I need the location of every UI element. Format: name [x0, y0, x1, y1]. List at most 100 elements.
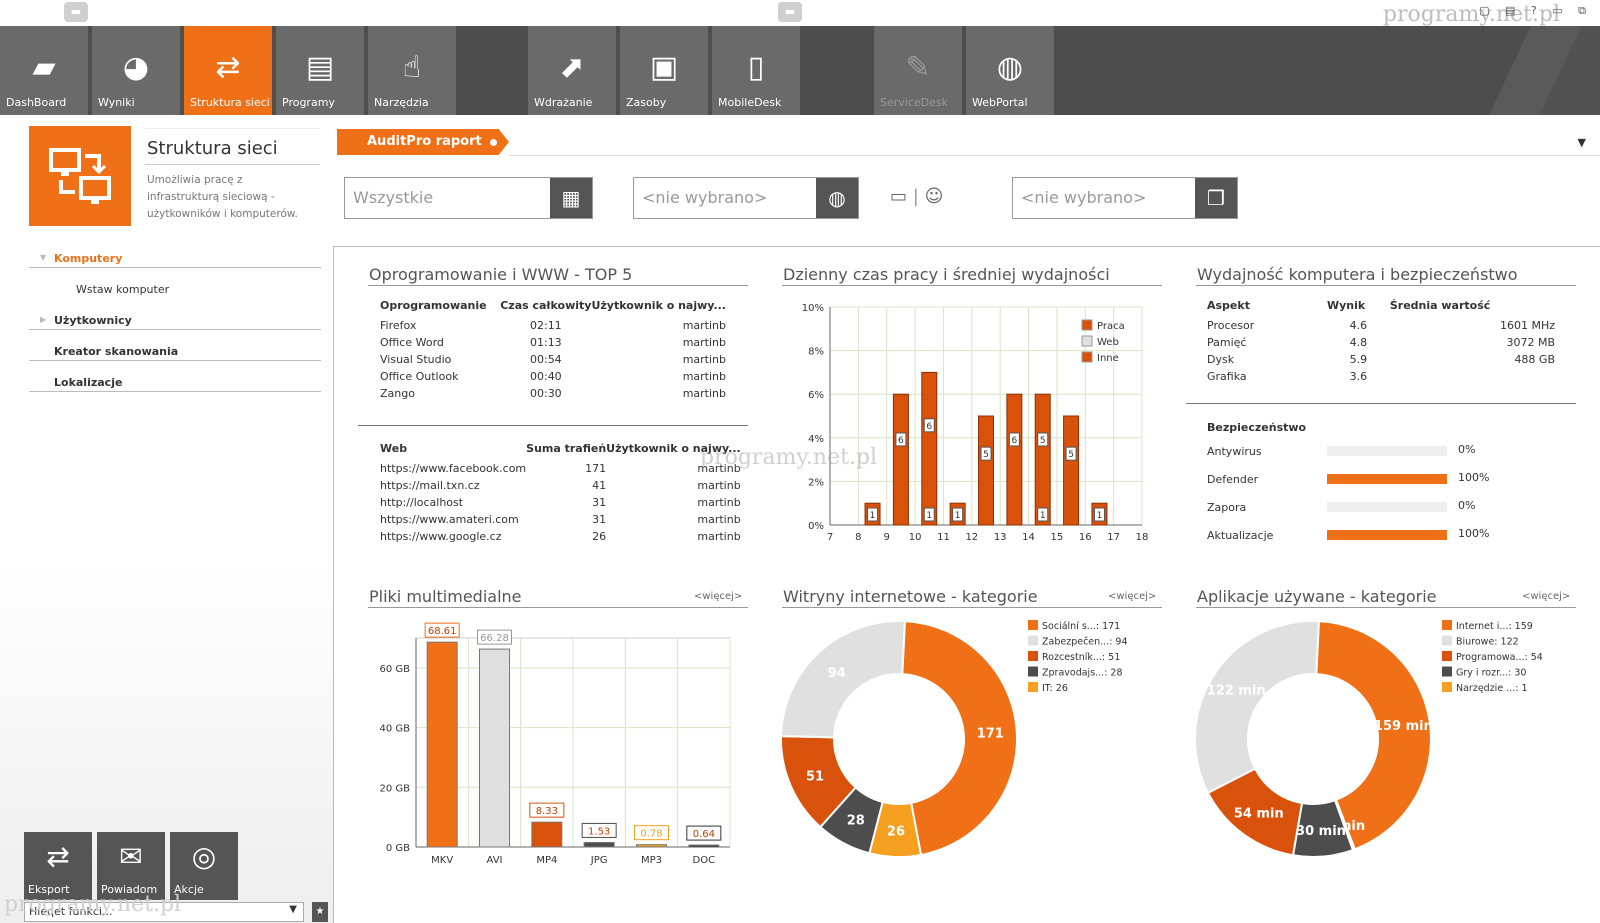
performance-table: Aspekt Wynik Średnia wartość Procesor 4.6 160… — [1207, 299, 1555, 385]
table-row[interactable]: https://www.facebook.com 171 martinb — [380, 460, 741, 477]
table-row[interactable]: Dysk 5.9 488 GB — [1207, 351, 1555, 368]
table-row[interactable]: Firefox 02:11 martinb — [380, 317, 726, 334]
table-cell: 5.9 — [1349, 353, 1368, 366]
bar[interactable] — [1063, 415, 1080, 526]
pie-slice[interactable] — [782, 735, 858, 829]
table-row[interactable]: Procesor 4.6 1601 MHz — [1207, 317, 1555, 334]
chevron-down-icon[interactable]: ▼ — [289, 904, 297, 915]
tab-dashboard[interactable]: ▰ DashBoard — [0, 26, 88, 115]
bar[interactable] — [531, 821, 563, 848]
pie-slice[interactable] — [1315, 620, 1432, 851]
x-tick-label: AVI — [487, 855, 503, 866]
table-header: Oprogramowanie Czas całkowity Użytkownik o… — [380, 299, 726, 317]
table-row[interactable]: https://www.amateri.com 31 martinb — [380, 511, 741, 528]
bar[interactable] — [978, 415, 994, 526]
table-row[interactable]: Office Word 01:13 martinb — [380, 334, 726, 351]
y-tick-label: 20 GB — [379, 783, 410, 794]
legend-entry: Gry i rozr...: 30 — [1456, 668, 1526, 679]
location-filter[interactable]: <nie wybrano> ◍ — [633, 177, 859, 219]
pie-slice[interactable] — [1196, 620, 1320, 795]
comment-icon[interactable]: ▬ — [64, 2, 88, 22]
table-row[interactable]: Pamięć 4.8 3072 MB — [1207, 334, 1555, 351]
module-title: Struktura sieci — [147, 138, 278, 159]
pie-slice[interactable] — [901, 620, 1018, 857]
tab-zasoby[interactable]: ▣ Zasoby — [620, 26, 708, 115]
bar[interactable] — [426, 641, 458, 848]
legend-swatch — [1442, 666, 1452, 677]
period-filter[interactable]: Wszystkie ▦ — [344, 177, 593, 219]
table-row[interactable]: https://mail.txn.cz 41 martinb — [380, 477, 741, 494]
apps-more-link[interactable]: <więcej> — [1522, 591, 1571, 602]
bar[interactable] — [688, 844, 720, 848]
bar[interactable] — [1006, 393, 1023, 526]
table-row[interactable]: Zango 00:30 martinb — [380, 385, 726, 402]
tab-wyniki[interactable]: ◕ Wyniki — [92, 26, 180, 115]
function-search-input[interactable]: Hleqet funkci... ▼ — [24, 902, 304, 922]
bar-label-box — [581, 822, 617, 838]
tab-servicedesk[interactable]: ✎ ServiceDesk — [874, 26, 962, 115]
bar[interactable] — [479, 648, 510, 848]
sidebar-item-użytkownicy[interactable]: Użytkownicy — [54, 314, 132, 327]
bar[interactable] — [583, 841, 615, 848]
x-tick-label: 7 — [827, 532, 833, 543]
boxes-icon[interactable]: ❒ — [1195, 178, 1237, 218]
x-tick-label: 8 — [855, 532, 861, 543]
akcje-button[interactable]: ◎ Akcje — [170, 832, 238, 900]
table-row[interactable]: http://localhost 31 martinb — [380, 494, 741, 511]
eksport-button[interactable]: ⇄ Eksport — [24, 832, 92, 900]
tab-narzędzia[interactable]: ☝ Narzędzia — [368, 26, 456, 115]
triangle-down-icon[interactable]: ▼ — [40, 253, 47, 262]
bar-label-box — [952, 507, 964, 522]
table-row[interactable]: Grafika 3.6 — [1207, 368, 1555, 385]
group-filter[interactable]: <nie wybrano> ❒ — [1012, 177, 1238, 219]
tab-struktura-sieci[interactable]: ⇄ Struktura sieci — [184, 26, 272, 115]
y-tick-label: 40 GB — [379, 724, 410, 735]
pie-slice[interactable] — [782, 620, 906, 739]
table-row[interactable]: Visual Studio 00:54 martinb — [380, 351, 726, 368]
tab-wdrażanie[interactable]: ⬈ Wdrażanie — [528, 26, 616, 115]
tab-label: DashBoard — [6, 96, 67, 109]
bar-label: 1 — [1097, 511, 1103, 521]
bar-label-box — [1037, 432, 1049, 447]
chevron-down-icon[interactable]: ▼ — [1577, 136, 1586, 149]
sidebar-item-kreator-skanowania[interactable]: Kreator skanowania — [54, 345, 179, 358]
comment-icon-2[interactable]: ▬ — [778, 2, 802, 22]
table-row[interactable]: Office Outlook 00:40 martinb — [380, 368, 726, 385]
report-tag[interactable]: AuditPro raport — [337, 129, 509, 155]
bar[interactable] — [921, 371, 938, 526]
star-icon[interactable]: ★ — [312, 902, 328, 922]
button-label: Eksport — [28, 883, 70, 896]
tab-webportal[interactable]: ◍ WebPortal — [966, 26, 1054, 115]
websites-more-link[interactable]: <więcej> — [1108, 591, 1157, 602]
security-bar — [1327, 502, 1447, 512]
users-icon[interactable]: ☺ — [924, 186, 944, 207]
window-controls[interactable]: ▢ ▤ ? ▭ ⧉ — [1479, 4, 1592, 17]
computer-user-toggle[interactable]: ▭ | ☺ — [890, 186, 944, 207]
bar-bottom-label: 1 — [926, 511, 932, 521]
bar-label-box — [1008, 432, 1020, 447]
bar[interactable] — [1034, 393, 1051, 526]
table-row[interactable]: https://www.google.cz 26 martinb — [380, 528, 741, 545]
network-structure-icon: ⇄ — [215, 50, 241, 85]
sidebar-item-wstaw-komputer[interactable]: Wstaw komputer — [76, 283, 170, 296]
bar[interactable] — [892, 393, 909, 526]
divider — [29, 360, 321, 361]
column-header: Oprogramowanie — [380, 299, 487, 312]
calendar-icon[interactable]: ▦ — [550, 178, 592, 218]
pie-chart-icon: ◕ — [122, 50, 150, 85]
triangle-right-icon[interactable]: ▶ — [40, 315, 47, 324]
left-panel — [0, 115, 333, 923]
media-more-link[interactable]: <więcej> — [694, 591, 743, 602]
software-table: Oprogramowanie Czas całkowity Użytkownik o… — [380, 299, 726, 402]
powiadom-button[interactable]: ✉ Powiadom — [97, 832, 165, 900]
tab-programy[interactable]: ▤ Programy — [276, 26, 364, 115]
globe-icon[interactable]: ◍ — [816, 178, 858, 218]
computer-icon[interactable]: ▭ — [890, 186, 908, 207]
table-cell — [1390, 368, 1555, 385]
bar[interactable] — [636, 844, 667, 848]
tab-label: MobileDesk — [718, 96, 782, 109]
tab-mobiledesk[interactable]: ▯ MobileDesk — [712, 26, 800, 115]
sidebar-item-lokalizacje[interactable]: Lokalizacje — [54, 376, 123, 389]
sidebar-item-komputery[interactable]: Komputery — [54, 252, 123, 265]
bar-label: 1.53 — [588, 826, 610, 837]
